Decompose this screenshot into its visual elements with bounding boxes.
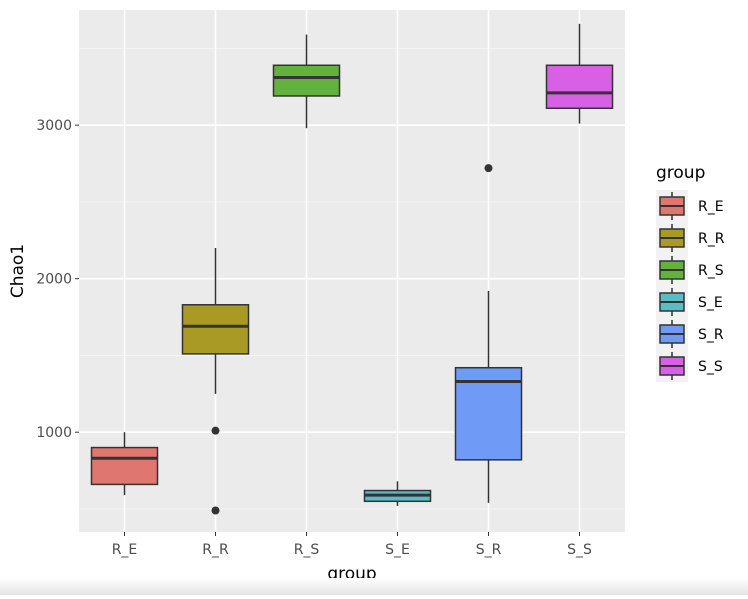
x-tick-label: R_E <box>112 542 138 558</box>
legend-item-S_R: S_R <box>656 318 724 350</box>
outlier-point <box>211 426 220 435</box>
box-body <box>454 366 523 461</box>
legend-label: R_S <box>698 263 724 279</box>
box-body <box>545 64 614 110</box>
outlier-point <box>211 506 220 515</box>
legend-label: R_R <box>698 231 725 247</box>
y-tick-label: 3000 <box>36 118 72 134</box>
watermark: 知乎 @生信果 <box>600 552 728 574</box>
x-tick-label: S_E <box>385 542 410 558</box>
x-tick-label: R_S <box>294 542 320 558</box>
legend-item-R_R: R_R <box>656 222 725 254</box>
legend-label: S_R <box>698 327 724 343</box>
plot-panel <box>79 10 625 532</box>
legend-item-R_S: R_S <box>656 254 724 286</box>
legend-title: group <box>656 163 705 183</box>
x-tick-label: R_R <box>202 542 229 558</box>
legend-item-R_E: R_E <box>656 190 724 222</box>
legend-item-S_S: S_S <box>656 350 723 382</box>
bottom-edge <box>0 578 748 595</box>
y-tick-label: 2000 <box>36 272 72 288</box>
y-axis-title: Chao1 <box>8 244 28 298</box>
box-S_E <box>363 481 432 506</box>
box-R_R <box>181 247 250 515</box>
y-tick-label: 1000 <box>36 425 72 441</box>
box-body <box>272 64 341 97</box>
box-S_R <box>454 164 523 503</box>
box-body <box>181 304 250 355</box>
x-tick-label: S_R <box>476 542 502 558</box>
x-tick-label: S_S <box>567 542 592 558</box>
box-R_E <box>90 432 159 496</box>
box-body <box>90 446 159 486</box>
outlier-point <box>484 164 493 173</box>
legend-label: S_E <box>698 295 723 311</box>
box-R_S <box>272 34 341 129</box>
legend-item-S_E: S_E <box>656 286 723 318</box>
legend-label: R_E <box>698 199 724 215</box>
box-S_S <box>545 23 614 124</box>
legend-label: S_S <box>698 359 723 375</box>
